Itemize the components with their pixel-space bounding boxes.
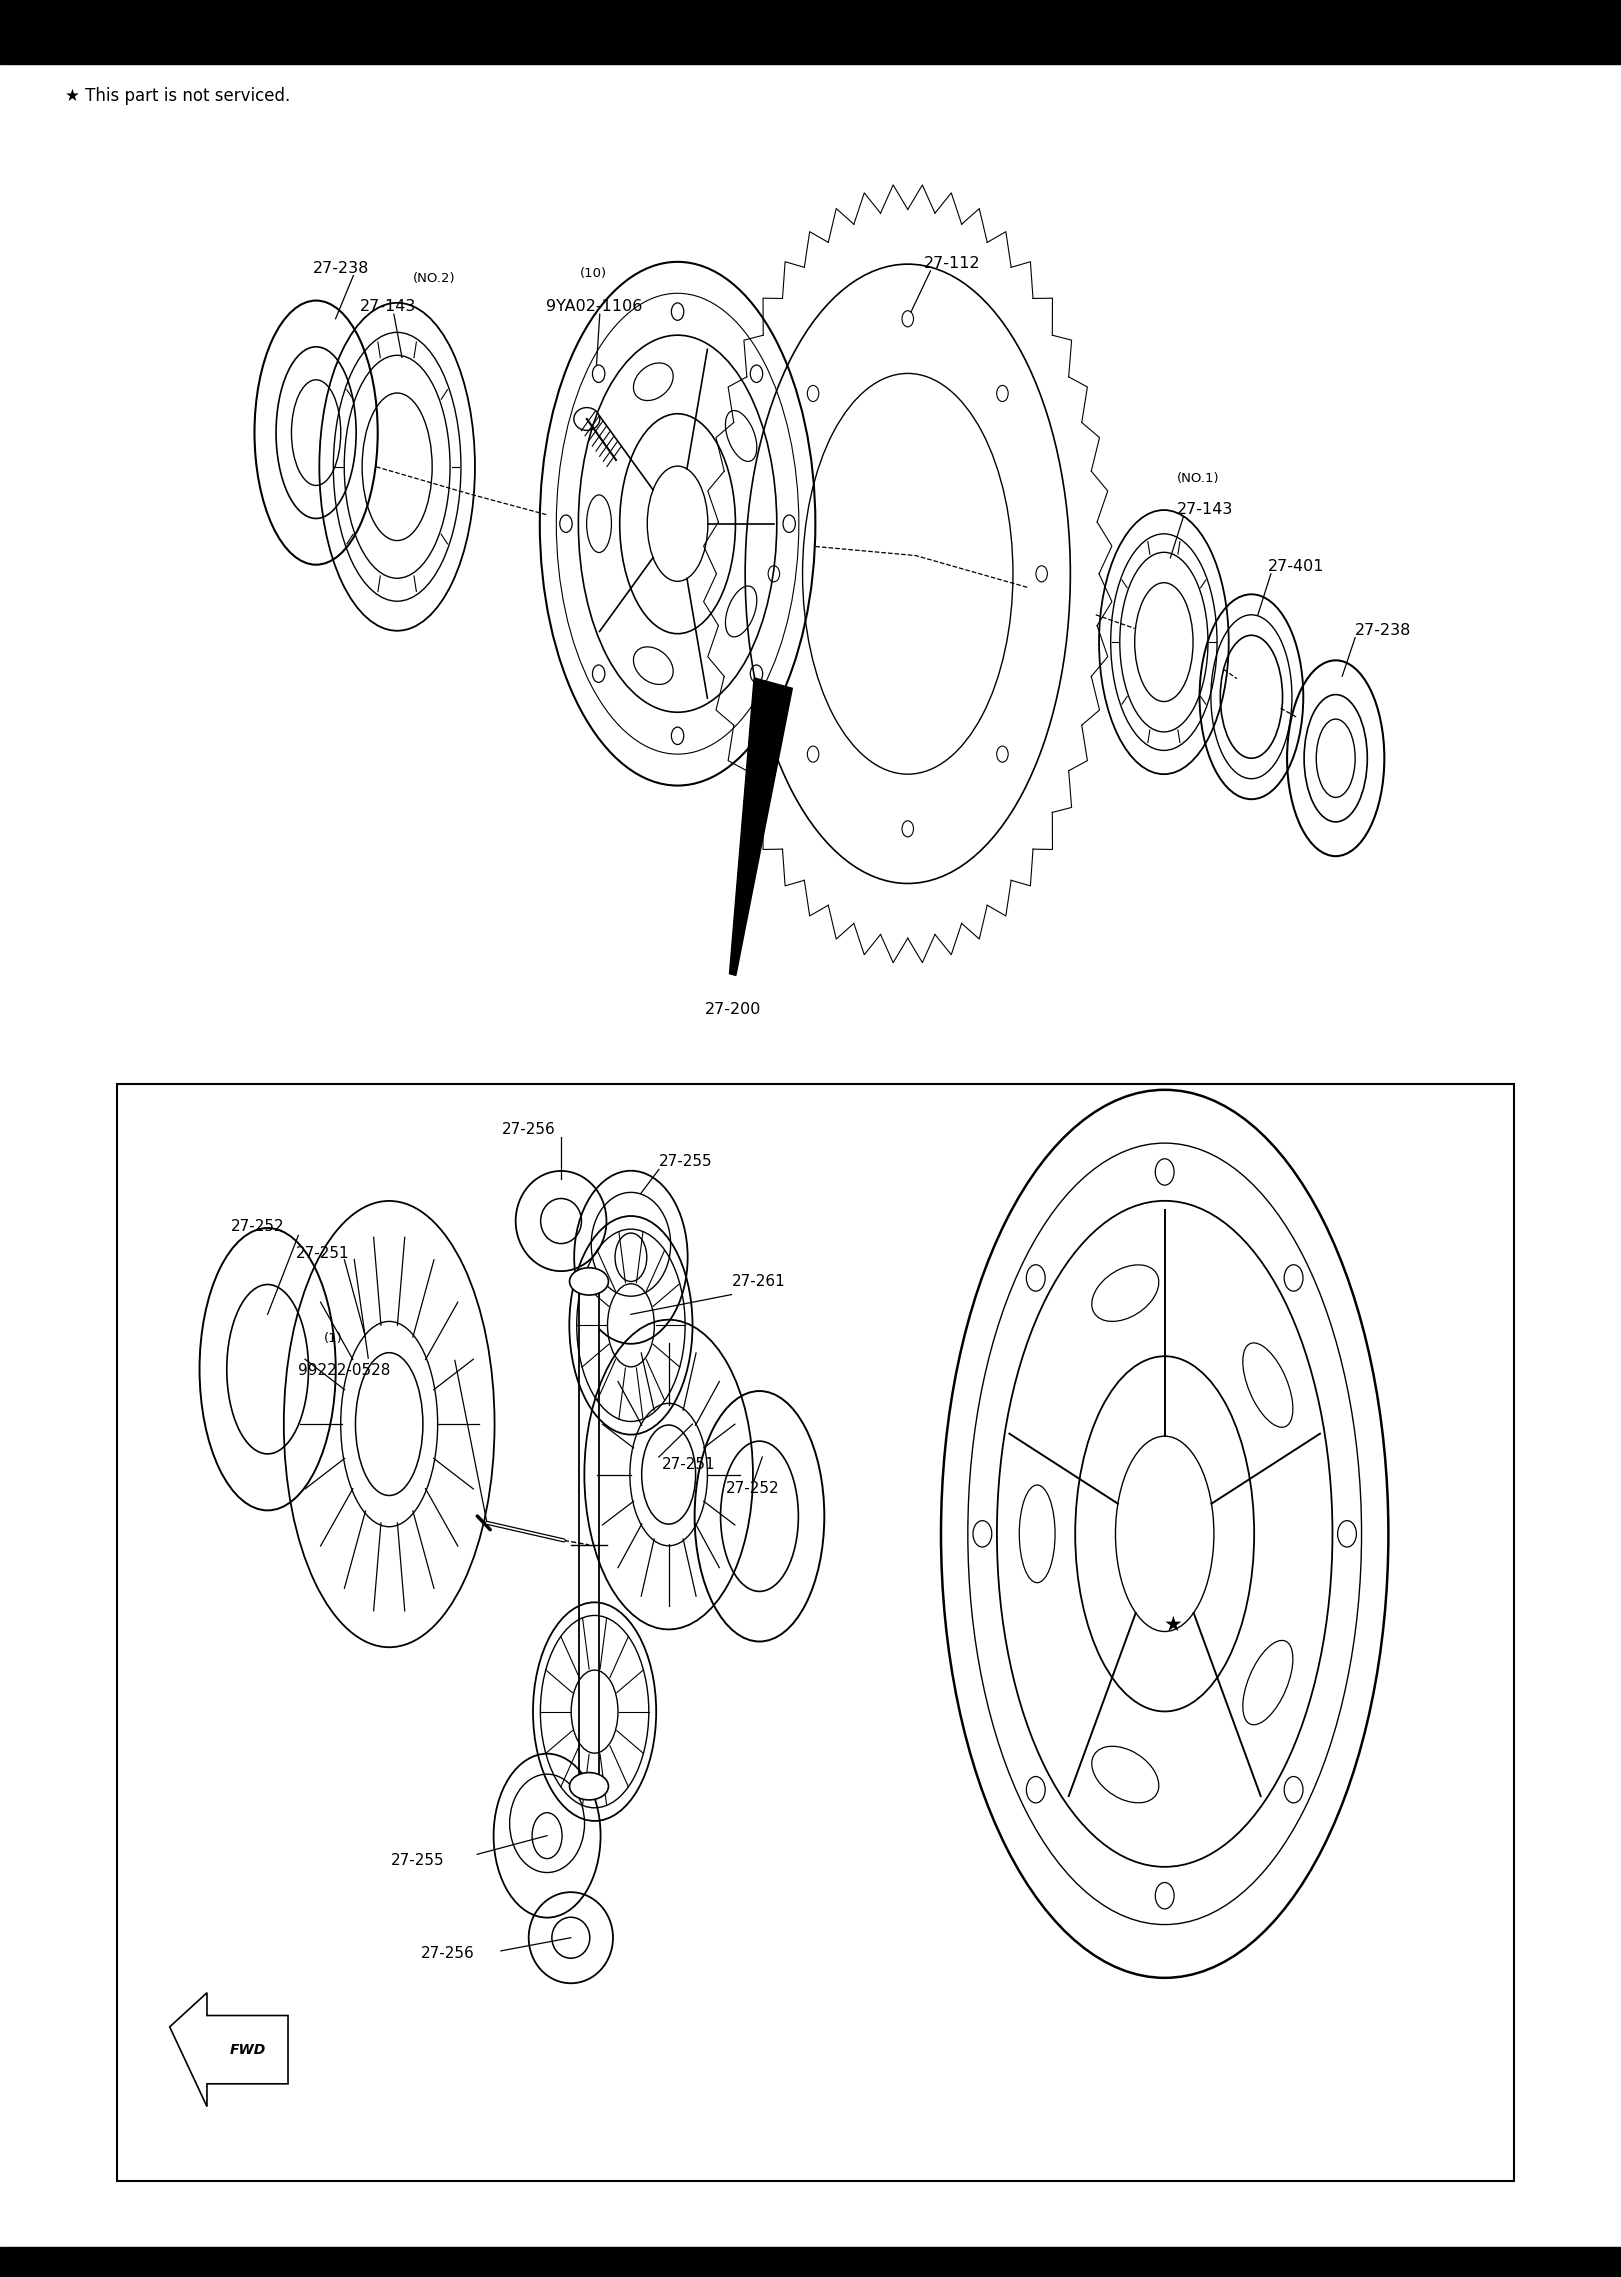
Ellipse shape [569, 1772, 608, 1799]
Polygon shape [579, 1282, 598, 1785]
Text: FWD: FWD [230, 2042, 266, 2056]
Text: 27-256: 27-256 [503, 1123, 556, 1136]
Text: 27-252: 27-252 [232, 1218, 285, 1234]
Bar [0, 2247, 1621, 2277]
Text: (NO.2): (NO.2) [413, 271, 456, 285]
Text: (1): (1) [324, 1332, 342, 1346]
Text: 27-252: 27-252 [726, 1480, 780, 1496]
Text: ★ This part is not serviced.: ★ This part is not serviced. [65, 87, 290, 105]
Text: 27-251: 27-251 [661, 1457, 715, 1471]
Text: 99222-0528: 99222-0528 [298, 1362, 391, 1378]
Bar [0, 0, 1621, 64]
Text: 27-238: 27-238 [1355, 622, 1412, 638]
Text: 27-238: 27-238 [313, 260, 370, 276]
Text: 27-261: 27-261 [731, 1273, 785, 1289]
Text: 27-143: 27-143 [1177, 501, 1234, 517]
Text: 27-112: 27-112 [924, 255, 981, 271]
Text: 27-143: 27-143 [360, 298, 417, 314]
Text: 9YA02-1106: 9YA02-1106 [546, 298, 642, 314]
Text: 27-401: 27-401 [1268, 558, 1324, 574]
Text: (NO.1): (NO.1) [1177, 471, 1219, 485]
Text: 27-256: 27-256 [421, 1945, 475, 1960]
Text: ★: ★ [1164, 1614, 1182, 1635]
Text: (10): (10) [580, 266, 608, 280]
Ellipse shape [574, 408, 600, 430]
Polygon shape [729, 679, 793, 975]
Text: 27-255: 27-255 [391, 1853, 444, 1869]
Bar [117, 1084, 1514, 2181]
Text: 27-255: 27-255 [658, 1154, 713, 1170]
Polygon shape [170, 1992, 289, 2106]
Ellipse shape [569, 1268, 608, 1296]
Text: 27-200: 27-200 [705, 1002, 760, 1018]
Text: 27-251: 27-251 [295, 1246, 349, 1261]
